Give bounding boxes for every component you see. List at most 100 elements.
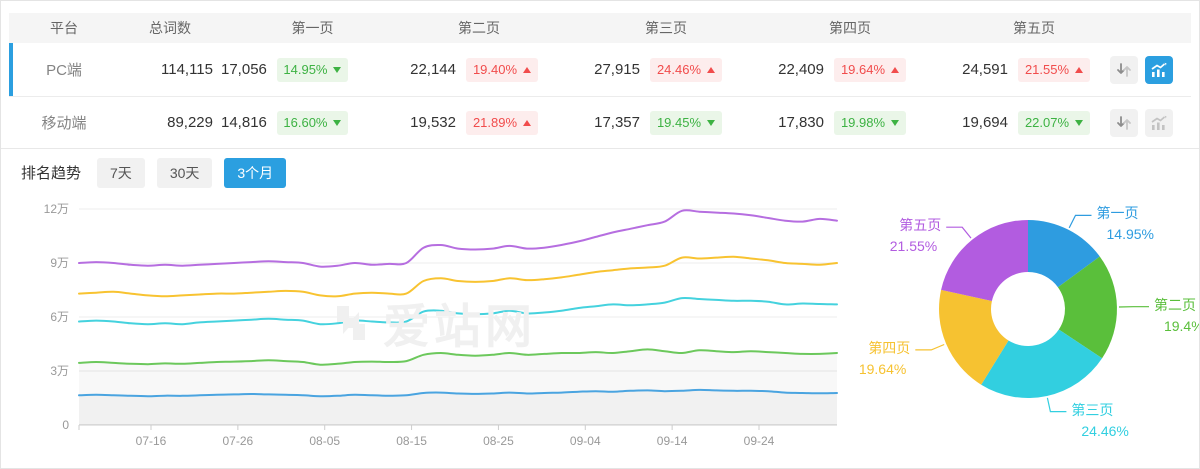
page-count: 22,144 (410, 61, 456, 78)
page-stat-cell: 22,409 19.64% (738, 57, 922, 82)
page-stat-cell: 24,591 21.55% (922, 57, 1106, 82)
trend-chart-icon (1151, 62, 1167, 77)
donut-label-4: 第四页 19.64% (859, 338, 910, 380)
total-words-cell: 114,115 (161, 61, 213, 78)
change-percent: 19.45% (656, 115, 702, 130)
series-line-purple (78, 209, 838, 268)
change-percent: 14.95% (283, 62, 328, 77)
sort-updown-button[interactable] (1110, 108, 1138, 137)
x-axis-label: 08-25 (483, 434, 514, 448)
page-count: 27,915 (594, 61, 640, 78)
change-badge: 24.46% (650, 57, 722, 82)
page-stat-cell: 17,056 14.95% (221, 57, 364, 82)
y-axis-label: 3万 (50, 364, 69, 378)
page-count: 22,409 (778, 61, 824, 78)
donut-label-name: 第四页 (868, 339, 911, 356)
y-axis-label: 6万 (50, 310, 69, 324)
header-page-3: 第三页 (645, 20, 687, 36)
change-percent: 19.98% (840, 115, 886, 130)
header-page-4: 第四页 (829, 20, 871, 36)
sort-updown-icon (1117, 62, 1131, 77)
header-platform: 平台 (50, 20, 78, 36)
page-count: 19,694 (962, 114, 1008, 131)
rank-table-body: PC端 114,115 17,056 14.95% 22,144 19.40% 27,915… (9, 43, 1191, 148)
show-trend-button[interactable] (1145, 55, 1173, 84)
donut-label-percent: 24.46% (1081, 422, 1129, 439)
arrow-down-icon (707, 119, 716, 126)
x-axis-label: 09-24 (744, 434, 775, 448)
arrow-down-icon (1075, 119, 1084, 126)
x-axis-label: 09-14 (657, 434, 688, 448)
arrow-up-icon (523, 119, 532, 126)
series-line-cyan (78, 296, 838, 326)
table-row[interactable]: PC端 114,115 17,056 14.95% 22,144 19.40% 27,915… (9, 43, 1191, 97)
donut-label-name: 第五页 (899, 217, 942, 234)
donut-label-name: 第一页 (1096, 205, 1139, 222)
change-percent: 19.64% (840, 62, 886, 77)
donut-slice-1[interactable] (1028, 220, 1100, 288)
rank-table-header: 平台 总词数 第一页 第二页 第三页 第四页 第五页 (9, 13, 1191, 43)
donut-slice-5[interactable] (941, 220, 1028, 301)
arrow-up-icon (523, 66, 532, 73)
change-badge: 22.07% (1018, 110, 1090, 135)
page-count: 24,591 (962, 61, 1008, 78)
table-row[interactable]: 移动端 89,229 14,816 16.60% 19,532 21.89% 17,357 1… (9, 97, 1191, 148)
donut-label-name: 第三页 (1071, 401, 1114, 418)
arrow-up-icon (891, 66, 900, 73)
donut-label-percent: 14.95% (1106, 226, 1154, 243)
donut-label-1: 第一页 14.95% (1097, 203, 1154, 245)
header-page-5: 第五页 (1013, 20, 1055, 36)
donut-leader-line (915, 343, 945, 351)
sort-updown-button[interactable] (1110, 55, 1138, 84)
page-stat-cell: 17,357 19.45% (554, 110, 738, 135)
tab-30-days[interactable]: 30天 (156, 157, 213, 188)
platform-cell: PC端 (46, 62, 82, 79)
arrow-up-icon (707, 66, 716, 73)
donut-label-percent: 19.64% (858, 360, 907, 377)
series-line-green (78, 348, 838, 366)
change-badge: 14.95% (276, 57, 348, 82)
donut-label-5: 第五页 21.55% (890, 215, 941, 257)
donut-leader-line (1046, 397, 1067, 413)
donut-label-3: 第三页 24.46% (1071, 400, 1128, 442)
header-page-1: 第一页 (291, 20, 334, 36)
page-stat-cell: 19,694 22.07% (922, 110, 1106, 135)
tab-3-months[interactable]: 3个月 (224, 157, 287, 188)
header-page-2: 第二页 (458, 20, 500, 36)
change-badge: 21.89% (466, 110, 538, 135)
y-axis-label: 0 (62, 418, 69, 432)
donut-label-percent: 19.4% (1163, 317, 1200, 334)
page-count: 19,532 (410, 114, 456, 131)
y-axis-label: 12万 (44, 202, 69, 216)
donut-label-percent: 21.55% (889, 238, 938, 255)
header-total-words: 总词数 (149, 20, 191, 36)
change-percent: 22.07% (1024, 115, 1070, 130)
donut-slice-3[interactable] (981, 329, 1103, 398)
change-badge: 19.98% (834, 110, 906, 135)
change-percent: 19.40% (472, 62, 518, 77)
change-badge: 19.45% (650, 110, 722, 135)
donut-svg (915, 214, 1149, 413)
row-actions (1106, 108, 1191, 137)
donut-slice-2[interactable] (1057, 256, 1117, 359)
page-count: 17,357 (594, 114, 640, 131)
page-count: 17,056 (221, 61, 267, 78)
trend-line-chart-svg: 0 3万 6万 9万 12万 07-16 07-26 08-05 08-15 08-25 09-04… (44, 202, 838, 448)
change-badge: 16.60% (276, 110, 348, 135)
page-stat-cell: 17,830 19.98% (738, 110, 922, 135)
change-percent: 21.55% (1024, 62, 1070, 77)
tab-7-days[interactable]: 7天 (97, 157, 145, 188)
x-axis-label: 07-16 (136, 434, 167, 448)
page-distribution-donut-chart: 第一页 14.95% 第二页 19.4% 第三页 24.46% 第四页 19.64% 第五页 21… (859, 196, 1200, 467)
arrow-down-icon (891, 119, 900, 126)
donut-slice-4[interactable] (939, 289, 1009, 385)
trend-chart-icon (1151, 115, 1167, 130)
donut-label-name: 第二页 (1153, 296, 1196, 313)
page-stat-cell: 27,915 24.46% (554, 57, 738, 82)
page-stat-cell: 14,816 16.60% (221, 110, 364, 135)
show-trend-button[interactable] (1145, 108, 1173, 137)
donut-leader-line (1068, 214, 1092, 229)
arrow-down-icon (333, 119, 342, 126)
total-words-cell: 89,229 (167, 114, 213, 131)
